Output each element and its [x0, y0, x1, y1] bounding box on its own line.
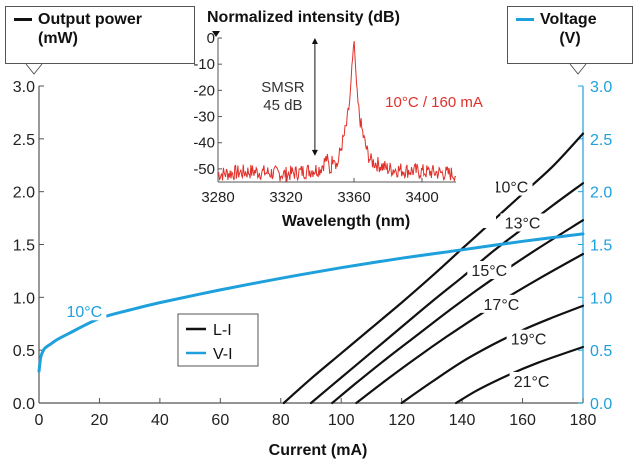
right-y-tick-label: 1.0 — [590, 290, 612, 307]
li-temperature-label: 13°C — [505, 215, 541, 232]
legend: L-I V-I — [177, 313, 259, 367]
curve-label-background — [467, 261, 512, 280]
x-tick-label: 0 — [35, 412, 44, 429]
li-temperature-label: 10°C — [493, 180, 529, 197]
vi-temperature-label: 10°C — [66, 304, 102, 321]
right-y-tick-label: 3.0 — [590, 79, 612, 96]
x-tick-label: 100 — [328, 412, 355, 429]
right-y-tick-label: 2.0 — [590, 185, 612, 202]
main-series — [37, 132, 585, 405]
right-axis-title: Voltage — [540, 11, 597, 28]
curve-label-background — [500, 213, 545, 232]
inset-y-tick-label: 0 — [207, 30, 215, 47]
main-axes: 0 20 40 60 80 100 120 140 160 1800.00.51.01.52.02… — [13, 79, 613, 429]
left-y-tick-label: 2.5 — [13, 132, 35, 149]
right-axis-callout: Voltage (V) — [507, 6, 633, 64]
left-y-tick-label: 0.0 — [13, 396, 35, 413]
inset-series — [217, 38, 456, 182]
li-temperature-label: 21°C — [514, 374, 550, 391]
smsr-value: 45 dB — [263, 97, 302, 114]
right-axis-unit: (V) — [559, 30, 581, 47]
right-y-tick-label: 0.0 — [590, 396, 612, 413]
right-y-tick-label: 0.5 — [590, 343, 612, 360]
inset-y-tick-label: -10 — [193, 56, 215, 73]
spectrum-condition-label: 10°C / 160 mA — [385, 94, 483, 111]
right-y-tick-label: 1.5 — [590, 238, 612, 255]
li-curve-15c — [331, 219, 585, 405]
curve-label-background — [479, 294, 524, 313]
li-curve-19c — [400, 304, 585, 405]
inset-arrow-marker — [212, 31, 220, 37]
x-tick-label: 60 — [211, 412, 229, 429]
smsr-label: SMSR — [261, 79, 305, 96]
smsr-arrow-head-bottom — [311, 149, 318, 156]
inset-y-tick-label: -20 — [193, 82, 215, 99]
inset-x-tick-label: 3280 — [201, 189, 234, 206]
li-temperature-label: 17°C — [484, 297, 520, 314]
left-axis-callout: Output power (mW) — [5, 6, 195, 64]
legend-box — [177, 313, 259, 367]
legend-label-vi: V-I — [213, 346, 233, 363]
left-axis-title: Output power — [38, 11, 142, 28]
emission-spectrum-line — [217, 41, 456, 182]
curve-label-background — [62, 302, 107, 321]
inset-chart: 0 -10 -20 -30 -40 -50 3280 3320 3360 3400 Normali… — [193, 9, 496, 230]
x-tick-label: 160 — [509, 412, 536, 429]
left-y-tick-label: 0.5 — [13, 343, 35, 360]
legend-label-li: L-I — [213, 322, 232, 339]
x-tick-label: 180 — [570, 412, 597, 429]
x-tick-label: 80 — [272, 412, 290, 429]
x-axis-label: Current (mA) — [269, 442, 368, 459]
left-axis-unit: (mW) — [38, 30, 78, 47]
vi-curve-10c — [37, 232, 585, 373]
left-y-tick-label: 1.0 — [13, 290, 35, 307]
left-y-tick-label: 3.0 — [13, 79, 35, 96]
x-tick-label: 20 — [91, 412, 109, 429]
inset-y-tick-label: -30 — [193, 109, 215, 126]
smsr-arrow-head-top — [311, 38, 318, 44]
inset-x-tick-label: 3320 — [269, 189, 302, 206]
inset-axes: 0 -10 -20 -30 -40 -50 3280 3320 3360 3400 — [193, 30, 456, 206]
right-y-tick-label: 2.5 — [590, 132, 612, 149]
x-tick-label: 40 — [151, 412, 169, 429]
inset-y-tick-label: -40 — [193, 135, 215, 152]
inset-x-tick-label: 3400 — [405, 189, 438, 206]
left-axis-swatch — [14, 18, 32, 21]
li-curve-21c — [455, 345, 585, 405]
li-curve-17c — [355, 252, 585, 405]
curve-label-background — [506, 329, 551, 348]
left-y-tick-label: 2.0 — [13, 185, 35, 202]
x-tick-label: 140 — [449, 412, 476, 429]
curve-label-background — [488, 177, 533, 196]
left-y-tick-label: 1.5 — [13, 238, 35, 255]
inset-background — [196, 30, 496, 228]
inset-title: Normalized intensity (dB) — [207, 9, 400, 26]
x-tick-label: 120 — [388, 412, 415, 429]
li-temperature-label: 15°C — [471, 263, 507, 280]
inset-x-tick-label: 3360 — [337, 189, 370, 206]
curve-label-background — [509, 371, 554, 390]
inset-x-axis-label: Wavelength (nm) — [282, 213, 410, 230]
li-temperature-label: 19°C — [511, 332, 547, 349]
inset-y-tick-label: -50 — [193, 161, 215, 178]
main-curve-labels: 10°C 13°C 15°C 17°C 19°C 21°C 10°C — [62, 177, 554, 391]
right-axis-swatch — [516, 18, 534, 21]
